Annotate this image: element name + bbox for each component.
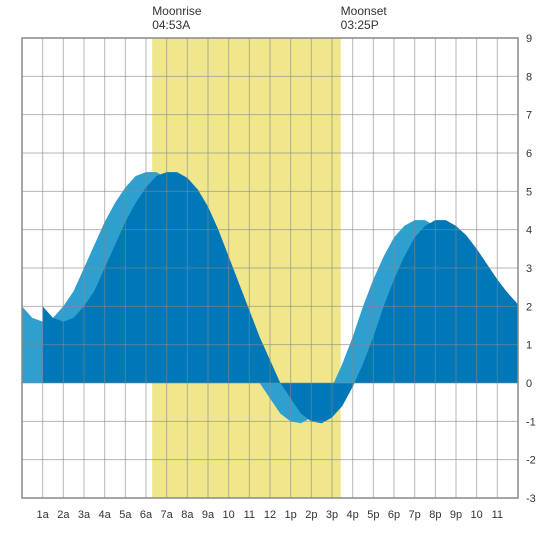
x-axis-label: 3p <box>326 509 338 521</box>
x-axis-label: 11 <box>492 509 503 521</box>
y-axis-label: 8 <box>526 71 532 83</box>
x-axis-label: 10 <box>471 509 483 521</box>
x-axis-label: 9p <box>450 509 462 521</box>
y-axis-label: 4 <box>526 225 532 237</box>
x-axis-label: 6a <box>140 509 153 521</box>
moonset-title: Moonset <box>341 4 387 18</box>
moonrise-title: Moonrise <box>152 4 201 18</box>
x-axis-label: 7p <box>409 509 421 521</box>
y-axis-label: 5 <box>526 186 532 198</box>
moonrise-label: Moonrise 04:53A <box>152 4 201 33</box>
x-axis-label: 8a <box>181 509 194 521</box>
y-axis-label: 0 <box>526 378 532 390</box>
moonset-time: 03:25P <box>341 18 387 32</box>
y-axis-label: 2 <box>526 301 532 313</box>
x-axis-label: 4p <box>347 509 359 521</box>
y-axis-label: 1 <box>526 340 532 352</box>
chart-canvas: 1a2a3a4a5a6a7a8a9a1011121p2p3p4p5p6p7p8p… <box>0 0 550 550</box>
x-axis-label: 12 <box>264 509 276 521</box>
x-axis-label: 9a <box>202 509 215 521</box>
y-axis-label: -1 <box>526 416 536 428</box>
y-axis-label: 6 <box>526 148 532 160</box>
x-axis-label: 1a <box>37 509 50 521</box>
y-axis-label: 9 <box>526 33 532 45</box>
x-axis-label: 8p <box>429 509 441 521</box>
x-axis-label: 5a <box>119 509 132 521</box>
tide-chart: Moonrise 04:53A Moonset 03:25P 1a 2a 3a 4a 5… <box>0 0 550 550</box>
x-axis-label: 11 <box>244 509 255 521</box>
x-axis-label: 4a <box>99 509 112 521</box>
x-axis-label: 7a <box>161 509 174 521</box>
x-axis-label: 6p <box>388 509 400 521</box>
x-axis-label: 3a <box>78 509 91 521</box>
x-axis-label: 2p <box>305 509 317 521</box>
x-axis-label: 1p <box>285 509 297 521</box>
y-axis-label: 3 <box>526 263 532 275</box>
moonset-label: Moonset 03:25P <box>341 4 387 33</box>
x-axis-label: 10 <box>223 509 235 521</box>
x-axis-label: 5p <box>367 509 379 521</box>
y-axis-label: 7 <box>526 110 532 122</box>
moonrise-time: 04:53A <box>152 18 201 32</box>
y-axis-label: -2 <box>526 455 536 467</box>
y-axis-label: -3 <box>526 493 536 505</box>
x-axis-label: 2a <box>57 509 70 521</box>
